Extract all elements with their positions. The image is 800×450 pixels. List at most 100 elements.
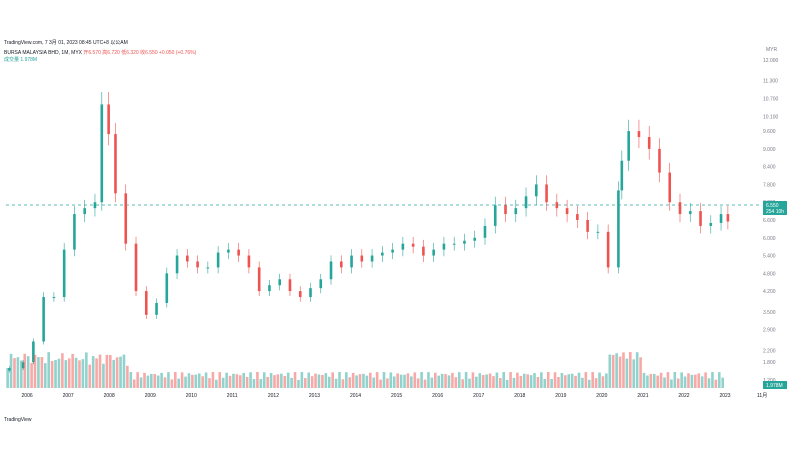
candle-body [206,267,210,269]
volume-bar [283,375,287,388]
volume-bar [215,379,218,388]
volume-bar [714,379,718,388]
volume-bar [533,373,536,388]
volume-bar [310,376,314,388]
candle-body [107,104,110,135]
volume-bar [608,354,612,388]
volume-bar [536,376,540,388]
volume-bar [348,377,352,388]
candle-body [596,231,600,233]
volume-bar [81,359,85,388]
volume-bar [540,372,543,388]
volume-bar [74,357,78,388]
candle-body [124,193,128,244]
volume-bar [307,372,311,388]
x-tick-label: 2014 [350,393,361,399]
last-price-badge [763,201,787,215]
symbol-name[interactable]: BURSA MALAYSIA BHD, 1M, MYX [4,50,82,56]
volume-bar [321,374,324,388]
volume-bar [577,372,581,388]
x-tick-label: 2011 [227,393,238,399]
volume-bar [208,378,211,388]
volume-bar [434,372,437,388]
candle-body [8,368,11,371]
volume-bar [314,373,317,388]
volume-bar [177,378,181,388]
volume-bar [632,359,636,388]
volume-bar [372,377,376,388]
candle-body [391,249,394,253]
volume-bar [649,374,653,388]
x-tick-label: 2006 [22,393,33,399]
volume-bar [286,372,290,388]
volume-badge [763,381,787,389]
volume-bar [615,353,618,388]
y-tick-label: 4.800 [763,271,776,277]
y-tick-label: 10.100 [763,114,779,120]
candle-body [606,231,610,268]
volume-bar [519,375,523,388]
candle-body [514,208,518,215]
volume-bar [197,373,201,388]
x-tick-label: 2017 [473,393,484,399]
volume-bar [663,377,666,388]
volume-bar [546,372,550,388]
volume-value: 1.978M [20,57,38,63]
volume-bar [64,360,68,388]
volume-bar [560,373,564,388]
volume-bar [516,372,519,388]
volume-bar [605,373,608,388]
volume-bar [478,373,482,388]
volume-bar [108,354,112,388]
volume-bar [40,357,44,388]
volume-bar [345,372,348,388]
volume-bar [194,374,198,388]
y-tick-label: 7.800 [763,182,776,188]
volume-bar [88,364,92,388]
volume-bar [704,372,707,388]
candle-body [339,261,343,268]
tradingview-logo: TradingView [4,417,32,423]
volume-bar [184,376,187,388]
volume-bar [351,372,355,388]
candle-body [42,297,45,342]
ohlc-readout: 开6.570 高6.720 低6.320 收6.550 +0.050 (+0.7… [83,50,197,56]
volume-bar [218,372,222,388]
volume-bar [232,373,235,388]
y-tick-label: 10.700 [763,97,779,103]
volume-bar [78,360,81,388]
candle-body [709,222,713,226]
volume-bar [454,377,458,388]
volume-bar [187,373,191,388]
candle-body [658,148,661,173]
volume-badge-text: 1.978M [766,383,783,389]
volume-bar [420,372,423,388]
volume-bar [20,360,23,388]
volume-bar [167,372,170,388]
volume-bar [680,372,683,388]
volume-bar [437,375,441,388]
y-tick-label: 5.400 [763,254,776,260]
volume-bar [221,377,225,388]
candle-body [678,202,682,215]
x-tick-label: 2010 [186,393,197,399]
volume-bar [191,374,194,388]
volume-bar [471,372,475,388]
volume-bar [502,372,506,388]
x-tick-label: 2013 [309,393,320,399]
volume-bar [451,372,454,388]
candle-body [668,172,672,203]
candle-body [483,225,487,238]
volume-bar [687,373,690,388]
volume-bar [23,353,27,388]
volume-bar [6,368,9,388]
candle-body [83,208,86,215]
candle-body [360,255,364,262]
candle-body [175,255,179,274]
candle-body [288,279,292,292]
volume-bar [300,372,304,388]
volume-bar [47,352,50,388]
candle-body [688,211,692,215]
volume-bar [711,372,714,388]
